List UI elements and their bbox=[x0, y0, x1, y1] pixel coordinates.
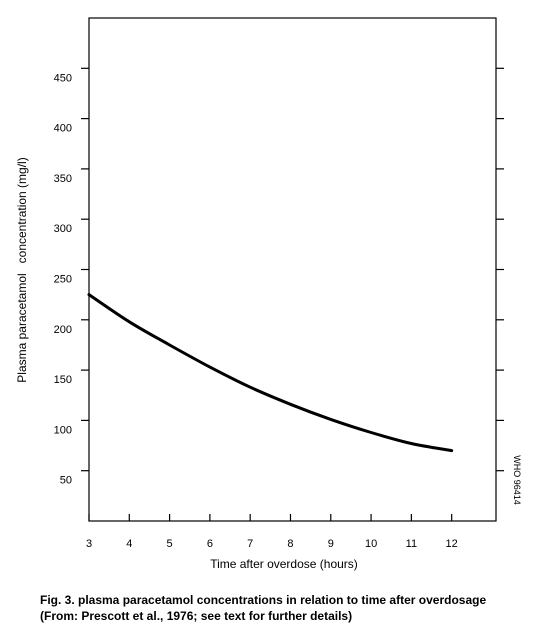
figure-caption-source: (From: Prescott et al., 1976; see text f… bbox=[40, 609, 353, 623]
y-tick-label: 300 bbox=[54, 223, 72, 235]
y-axis-ticks: 50 100 150 200 250 300 350 400 450 bbox=[54, 67, 89, 487]
x-tick-label: 5 bbox=[167, 538, 173, 550]
plot-frame bbox=[88, 17, 497, 522]
y-tick-label: 450 bbox=[54, 72, 72, 84]
x-tick-label: 7 bbox=[247, 538, 253, 550]
x-tick-label: 11 bbox=[406, 538, 417, 550]
y-tick-label: 50 bbox=[60, 475, 72, 487]
side-label: WHO 96414 bbox=[512, 455, 522, 505]
chart: 3 4 5 6 7 8 9 10 11 12 50 100 150 200 250 300 350 400 450… bbox=[15, 17, 522, 571]
x-tick-label: 12 bbox=[446, 538, 458, 550]
x-axis-ticks: 3 4 5 6 7 8 9 10 11 12 bbox=[86, 514, 458, 550]
x-tick-label: 10 bbox=[365, 538, 377, 550]
x-tick-label: 8 bbox=[287, 538, 293, 550]
figure-caption: Fig. 3. plasma paracetamol concentration… bbox=[40, 593, 487, 607]
x-tick-label: 9 bbox=[328, 538, 334, 550]
x-tick-label: 4 bbox=[126, 538, 132, 550]
y-axis-label: Plasma paracetamol concentration (mg/l) bbox=[15, 157, 29, 382]
right-axis-ticks bbox=[496, 67, 504, 472]
y-tick-label: 250 bbox=[54, 274, 72, 286]
series-line bbox=[87, 293, 454, 453]
y-tick-label: 200 bbox=[54, 324, 72, 336]
x-tick-label: 3 bbox=[86, 538, 92, 550]
y-tick-label: 150 bbox=[54, 374, 72, 386]
y-tick-label: 400 bbox=[54, 123, 72, 135]
y-tick-label: 100 bbox=[54, 424, 72, 436]
x-axis-label: Time after overdose (hours) bbox=[210, 557, 358, 571]
y-tick-label: 350 bbox=[54, 173, 72, 185]
x-tick-label: 6 bbox=[207, 538, 213, 550]
